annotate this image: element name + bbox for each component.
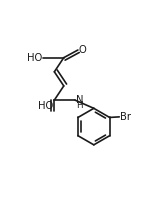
Text: O: O: [79, 45, 87, 55]
Text: H: H: [76, 101, 83, 110]
Text: HO: HO: [27, 53, 42, 63]
Text: HO: HO: [38, 101, 53, 111]
Text: Br: Br: [120, 112, 131, 122]
Text: N: N: [76, 95, 83, 105]
